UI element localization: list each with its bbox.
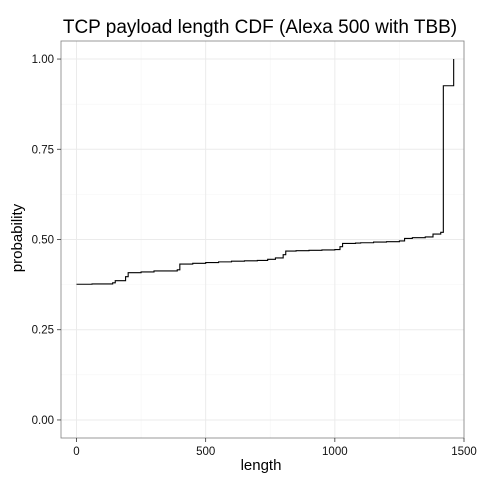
y-axis-title: probability [9, 203, 26, 272]
grid-lines [61, 41, 465, 438]
chart-title: TCP payload length CDF (Alexa 500 with T… [63, 17, 457, 38]
x-axis-title: length [241, 457, 282, 474]
y-tick-label: 0.75 [32, 144, 54, 156]
x-tick-label: 0 [73, 446, 79, 458]
x-tick-label: 1500 [451, 446, 477, 458]
cdf-series-line [76, 59, 455, 285]
y-tick-label: 0.00 [32, 415, 54, 427]
y-tick-label: 0.25 [32, 325, 54, 337]
x-tick-label: 1000 [322, 446, 348, 458]
y-tick-label: 0.50 [32, 235, 54, 247]
axis-ticks: 0 500 1000 1500 0.00 0.25 0.50 0.75 1.00 [32, 54, 477, 458]
x-tick-label: 500 [196, 446, 215, 458]
y-tick-label: 1.00 [32, 54, 54, 66]
